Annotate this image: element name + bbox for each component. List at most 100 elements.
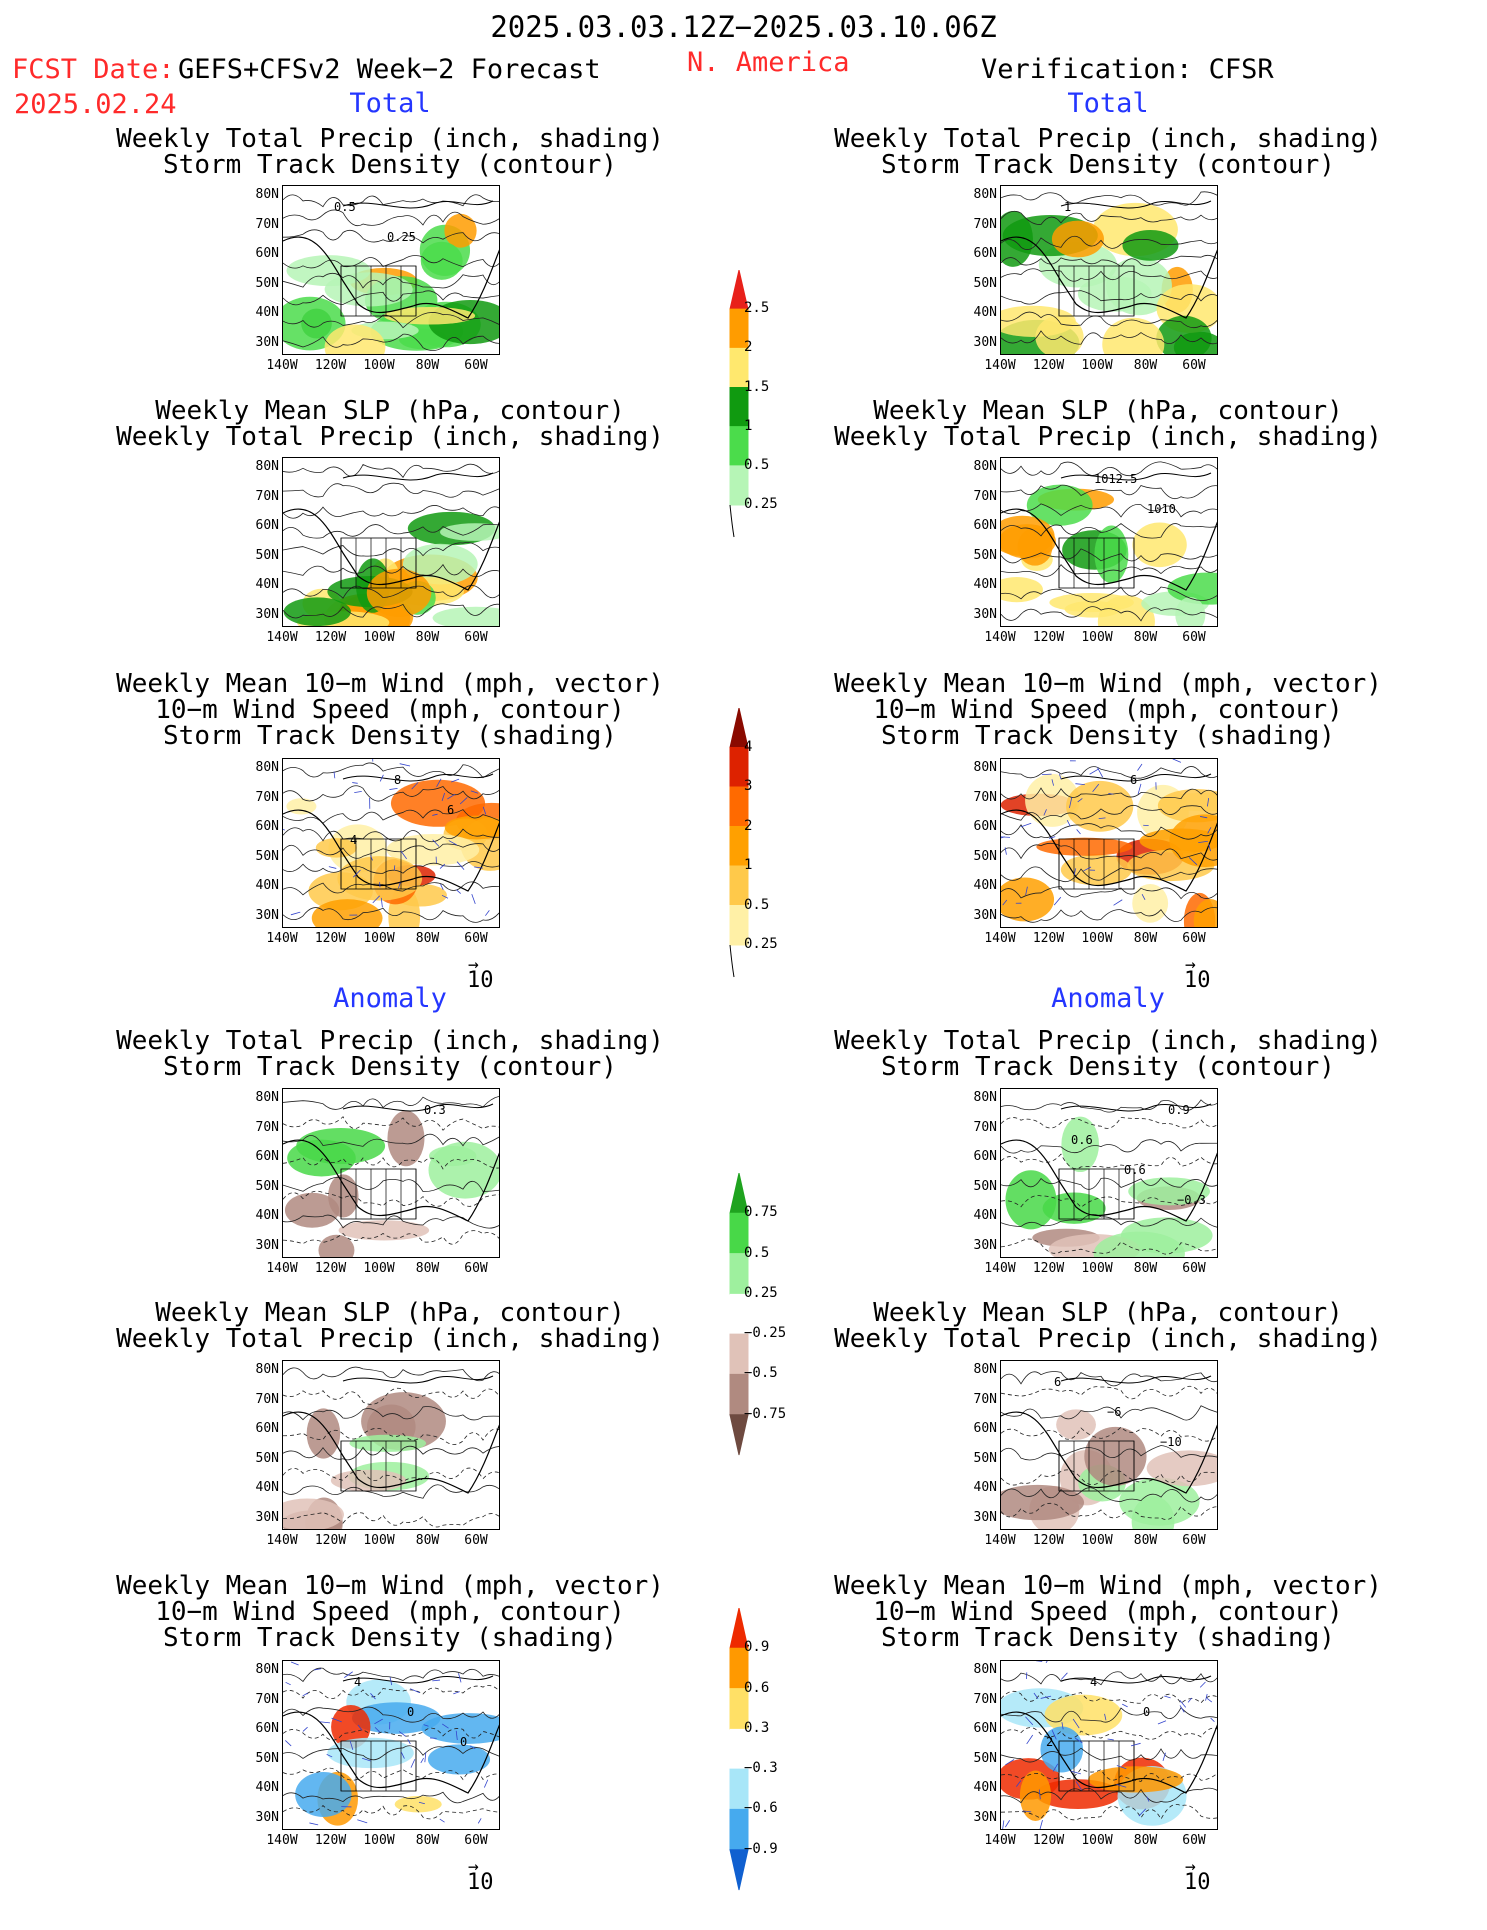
wind-vector bbox=[1003, 1820, 1004, 1829]
wind-vector bbox=[1122, 1704, 1127, 1707]
lon-tick-label: 120W bbox=[1024, 358, 1074, 373]
wind-vector bbox=[1158, 1721, 1166, 1724]
wind-vector bbox=[1075, 784, 1084, 785]
wind-vector bbox=[320, 1722, 330, 1723]
wind-vector bbox=[354, 791, 362, 792]
contour-value-label: 1012.5 bbox=[1094, 472, 1137, 486]
lat-tick-label: 50N bbox=[957, 849, 997, 864]
colorbar-label: −0.9 bbox=[744, 1841, 778, 1857]
map-panel-r-wind-track-total: 6 bbox=[1000, 758, 1218, 928]
lat-tick-label: 80N bbox=[957, 187, 997, 202]
lon-tick-label: 100W bbox=[354, 931, 404, 946]
map-plot-r-wind-track-anom: 402 bbox=[1001, 1661, 1218, 1830]
lat-tick-label: 80N bbox=[239, 459, 279, 474]
shading-region bbox=[1056, 1409, 1096, 1440]
panel-title: Weekly Total Precip (inch, shading) bbox=[90, 1326, 690, 1353]
panel-title: Storm Track Density (shading) bbox=[808, 1625, 1408, 1652]
contour-line bbox=[283, 763, 500, 778]
map-panel-r-precip-track-total: 1 bbox=[1000, 185, 1218, 355]
contour-value-label: 0.9 bbox=[1168, 1103, 1190, 1117]
wind-vector bbox=[1200, 1682, 1205, 1687]
lon-tick-label: 60W bbox=[1169, 1261, 1219, 1276]
wind-vector bbox=[456, 890, 460, 894]
colorbar-label: 0.25 bbox=[744, 496, 778, 512]
lat-tick-label: 70N bbox=[957, 217, 997, 232]
lon-tick-label: 120W bbox=[306, 1533, 356, 1548]
arctic-coastline bbox=[343, 201, 493, 208]
wind-vector bbox=[1090, 769, 1099, 774]
lat-tick-label: 80N bbox=[239, 187, 279, 202]
lon-tick-label: 60W bbox=[451, 358, 501, 373]
lat-tick-label: 70N bbox=[957, 489, 997, 504]
contour-value-label: 4 bbox=[350, 833, 357, 847]
lon-tick-label: 80W bbox=[1121, 358, 1171, 373]
shading-region bbox=[285, 1193, 339, 1228]
period-title: 2025.03.03.12Z−2025.03.10.06Z bbox=[0, 12, 1487, 42]
lon-tick-label: 120W bbox=[306, 1833, 356, 1848]
lon-tick-label: 60W bbox=[1169, 931, 1219, 946]
lon-tick-label: 80W bbox=[1121, 931, 1171, 946]
lat-tick-label: 50N bbox=[239, 548, 279, 563]
wind-vector bbox=[485, 910, 489, 915]
lat-tick-label: 30N bbox=[957, 1510, 997, 1525]
wind-vector bbox=[421, 1758, 424, 1763]
wind-vector bbox=[411, 1759, 415, 1767]
lon-tick-label: 100W bbox=[1072, 1261, 1122, 1276]
lon-tick-label: 60W bbox=[451, 931, 501, 946]
lat-tick-label: 40N bbox=[957, 1780, 997, 1795]
wind-vector bbox=[1173, 759, 1181, 762]
lat-tick-label: 60N bbox=[957, 1149, 997, 1164]
fcst-model: GEFS+CFSv2 Week−2 Forecast bbox=[178, 55, 601, 85]
wind-vector bbox=[357, 1820, 367, 1823]
colorbar-label: 2.5 bbox=[744, 300, 769, 316]
lat-tick-label: 40N bbox=[957, 878, 997, 893]
shading-region bbox=[1132, 884, 1168, 923]
lon-tick-label: 80W bbox=[403, 1261, 453, 1276]
map-plot-l-wind-track-anom: 400 bbox=[283, 1661, 500, 1830]
lat-tick-label: 80N bbox=[957, 760, 997, 775]
lat-tick-label: 70N bbox=[239, 489, 279, 504]
lon-tick-label: 60W bbox=[1169, 630, 1219, 645]
shading-region bbox=[1094, 526, 1128, 584]
wind-vector bbox=[283, 828, 285, 830]
colorbar-label: −0.3 bbox=[744, 1760, 778, 1776]
lat-tick-label: 40N bbox=[239, 1208, 279, 1223]
lat-tick-label: 40N bbox=[239, 878, 279, 893]
contour-line bbox=[1001, 192, 1218, 205]
panel-title: Weekly Mean SLP (hPa, contour) bbox=[808, 1300, 1408, 1327]
colorbar-label: 1 bbox=[744, 418, 752, 434]
lat-tick-label: 30N bbox=[957, 335, 997, 350]
lat-tick-label: 30N bbox=[239, 1810, 279, 1825]
panel-title: Weekly Mean SLP (hPa, contour) bbox=[90, 1300, 690, 1327]
vector-reference-label: 10 bbox=[1184, 968, 1211, 993]
lon-tick-label: 120W bbox=[306, 630, 356, 645]
shading-region bbox=[337, 856, 422, 900]
lon-tick-label: 80W bbox=[403, 1533, 453, 1548]
wind-vector bbox=[1027, 1735, 1033, 1744]
wind-vector bbox=[372, 759, 373, 762]
lon-tick-label: 100W bbox=[354, 1533, 404, 1548]
wind-vector bbox=[400, 764, 410, 766]
lat-tick-label: 60N bbox=[957, 518, 997, 533]
shading-region bbox=[1102, 318, 1164, 355]
colorbar-label: 0.5 bbox=[744, 457, 769, 473]
contour-line bbox=[1001, 1117, 1218, 1128]
wind-vector bbox=[1108, 1739, 1114, 1740]
lat-tick-label: 80N bbox=[239, 760, 279, 775]
contour-value-label: 0.25 bbox=[387, 230, 416, 244]
lat-tick-label: 50N bbox=[239, 1451, 279, 1466]
lat-tick-label: 50N bbox=[957, 1451, 997, 1466]
colorbar-label: 2 bbox=[744, 818, 752, 834]
shading-region bbox=[387, 1111, 424, 1167]
lat-tick-label: 30N bbox=[957, 1810, 997, 1825]
lat-tick-label: 60N bbox=[239, 1421, 279, 1436]
lon-tick-label: 100W bbox=[1072, 358, 1122, 373]
lon-tick-label: 140W bbox=[257, 630, 307, 645]
contour-value-label: 8 bbox=[394, 773, 401, 787]
wind-vector bbox=[453, 1692, 459, 1694]
map-plot-l-slp-precip-total bbox=[283, 458, 500, 627]
colorbar-label: 0.9 bbox=[744, 1639, 769, 1655]
arctic-coastline bbox=[343, 1104, 493, 1111]
